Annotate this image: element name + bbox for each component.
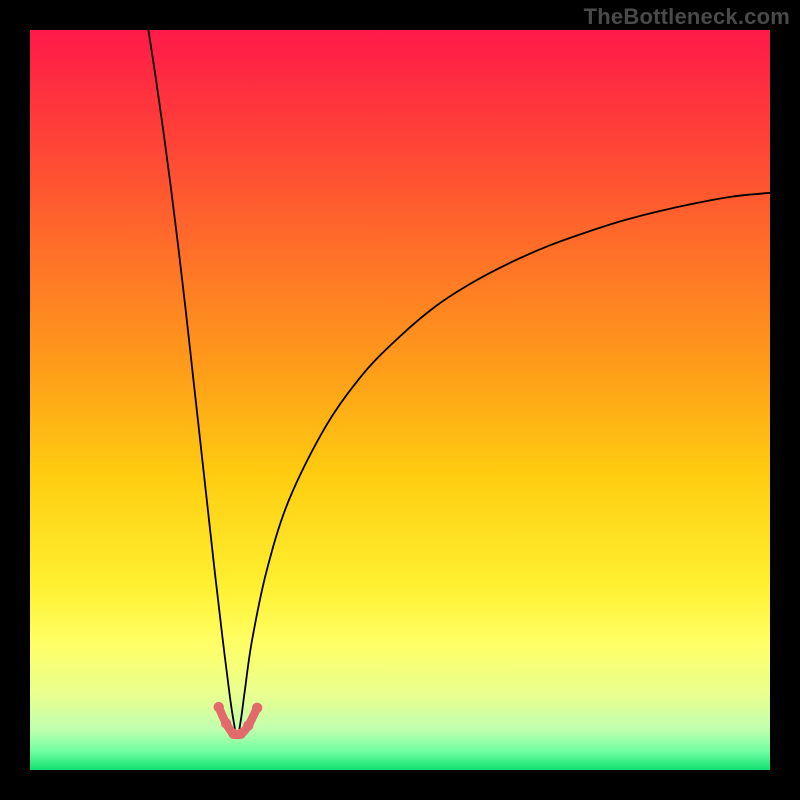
marker-dot xyxy=(243,720,253,730)
chart-container: TheBottleneck.com xyxy=(0,0,800,800)
plot-area xyxy=(30,30,770,770)
marker-dot xyxy=(214,702,224,712)
marker-dot xyxy=(252,703,262,713)
marker-dot xyxy=(236,729,246,739)
marker-dot xyxy=(221,718,231,728)
chart-svg xyxy=(30,30,770,770)
gradient-background xyxy=(30,30,770,770)
watermark-text: TheBottleneck.com xyxy=(584,4,790,30)
